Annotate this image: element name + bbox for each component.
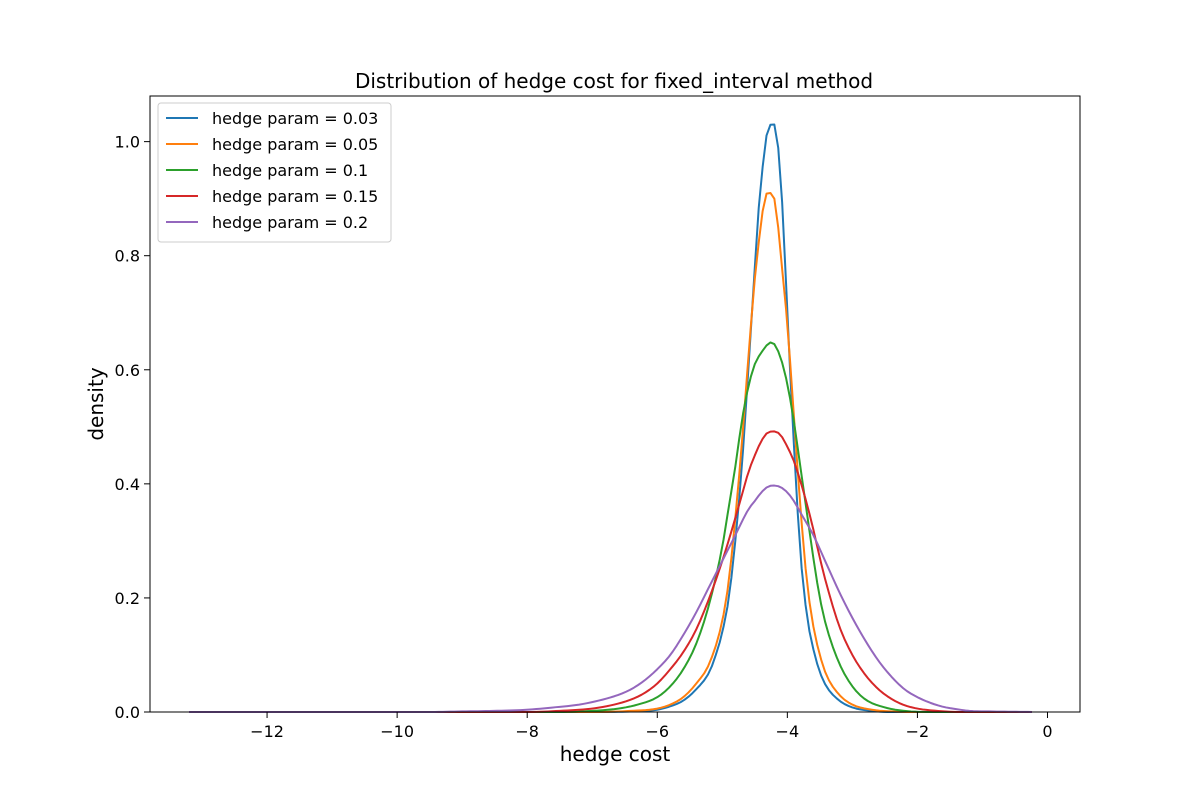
y-tick-label: 0.8 [115, 247, 140, 266]
series-line-4 [189, 430, 1032, 713]
x-tick-label: −12 [250, 722, 284, 741]
series-line-2 [189, 191, 1032, 713]
legend-entry-label: hedge param = 0.03 [212, 109, 378, 128]
series-line-5 [189, 484, 1032, 713]
x-axis: −12 −10 −8 −6 −4 −2 0 [250, 712, 1053, 741]
y-tick-label: 1.0 [115, 133, 140, 152]
plot-frame [149, 95, 1081, 713]
legend-box [157, 102, 392, 243]
y-tick-label: 0.4 [115, 475, 140, 494]
legend-entry-label: hedge param = 0.15 [212, 187, 378, 206]
y-tick-label: 0.6 [115, 361, 140, 380]
y-tick-label: 0.0 [115, 703, 140, 722]
x-axis-label: hedge cost [560, 742, 671, 766]
x-tick-label: −4 [776, 722, 800, 741]
legend: hedge param = 0.03 hedge param = 0.05 hedg… [157, 102, 392, 243]
legend-entry-label: hedge param = 0.1 [212, 161, 368, 180]
chart-title: Distribution of hedge cost for fixed_int… [355, 69, 873, 93]
y-axis-label: density [84, 367, 108, 440]
y-axis: 0.0 0.2 0.4 0.6 0.8 1.0 [115, 133, 150, 722]
x-tick-label: −2 [906, 722, 930, 741]
legend-entry-label: hedge param = 0.05 [212, 135, 378, 154]
y-tick-label: 0.2 [115, 589, 140, 608]
x-tick-label: −6 [645, 722, 669, 741]
legend-entry-label: hedge param = 0.2 [212, 213, 368, 232]
series-line-3 [189, 341, 1032, 713]
x-tick-label: −10 [380, 722, 414, 741]
x-tick-label: −8 [515, 722, 539, 741]
x-tick-label: 0 [1042, 722, 1052, 741]
